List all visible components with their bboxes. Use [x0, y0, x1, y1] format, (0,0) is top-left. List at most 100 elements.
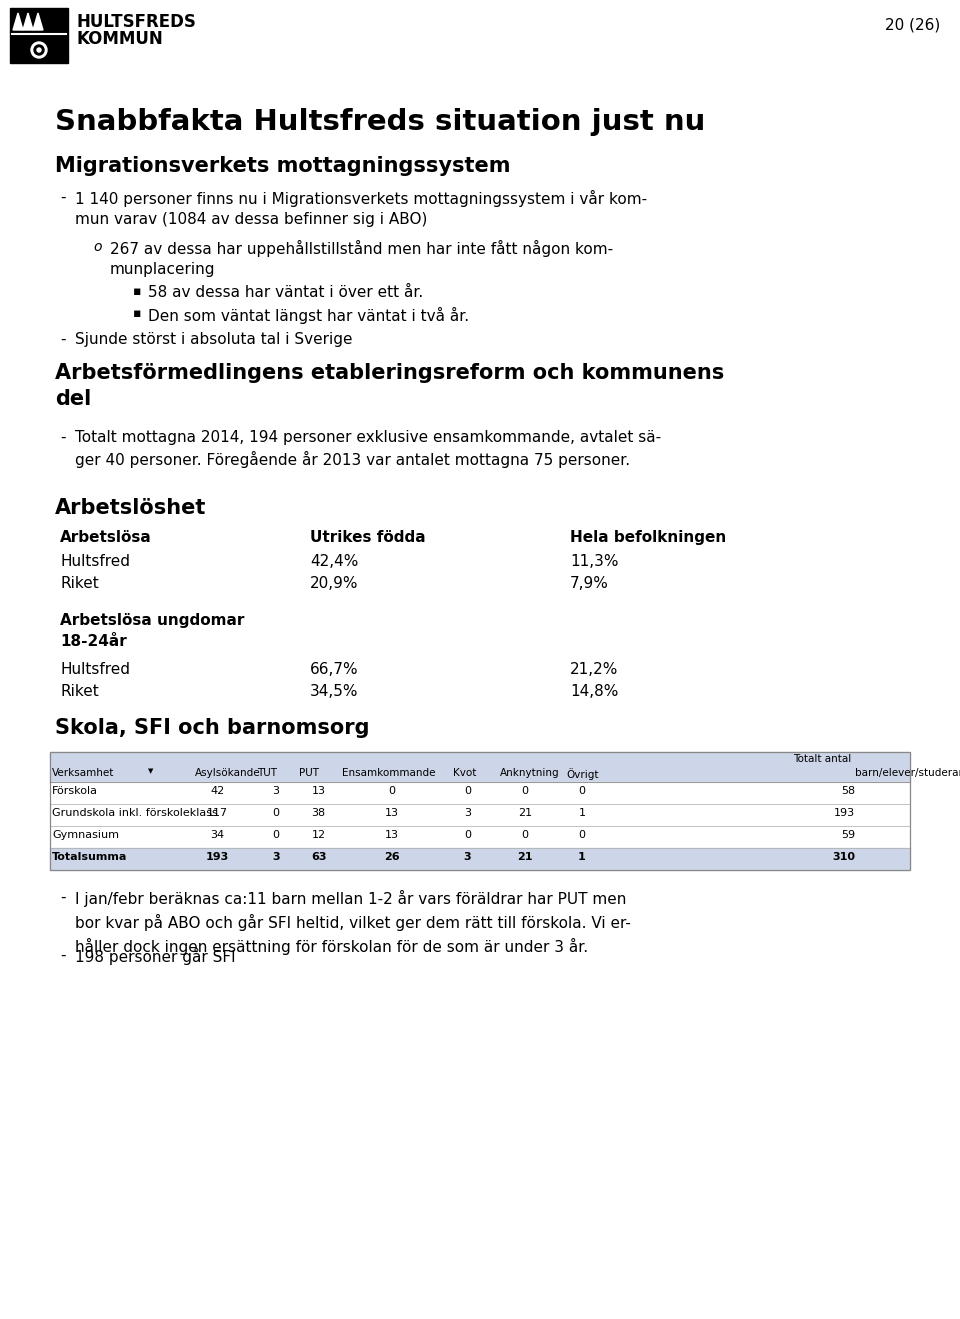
Text: Arbetslöshet: Arbetslöshet	[55, 499, 206, 518]
Text: KOMMUN: KOMMUN	[76, 30, 163, 47]
Text: Riket: Riket	[60, 685, 99, 699]
Text: Ensamkommande: Ensamkommande	[342, 768, 436, 778]
Text: 3: 3	[273, 786, 279, 795]
Text: 0: 0	[388, 786, 395, 795]
Text: 34,5%: 34,5%	[310, 685, 358, 699]
Text: 21: 21	[517, 852, 533, 863]
Text: 267 av dessa har uppehållstillstånd men har inte fått någon kom-
munplacering: 267 av dessa har uppehållstillstånd men …	[110, 240, 613, 277]
Polygon shape	[23, 13, 33, 30]
Text: o: o	[93, 240, 102, 255]
Text: 117: 117	[207, 809, 228, 818]
Text: Hela befolkningen: Hela befolkningen	[570, 530, 727, 545]
Text: 59: 59	[841, 830, 855, 840]
Circle shape	[34, 45, 44, 55]
Text: Arbetslösa: Arbetslösa	[60, 530, 152, 545]
Text: 20 (26): 20 (26)	[885, 18, 940, 33]
Text: 1: 1	[579, 809, 586, 818]
Text: 193: 193	[205, 852, 229, 863]
Text: 12: 12	[311, 830, 325, 840]
Text: 7,9%: 7,9%	[570, 576, 609, 591]
Text: 20,9%: 20,9%	[310, 576, 358, 591]
Text: 3: 3	[464, 809, 471, 818]
Text: barn/elever/studerande: barn/elever/studerande	[855, 768, 960, 778]
Text: Riket: Riket	[60, 576, 99, 591]
Text: 58: 58	[841, 786, 855, 795]
Text: Totalt antal: Totalt antal	[793, 754, 852, 764]
Text: 34: 34	[210, 830, 225, 840]
Text: Totalsumma: Totalsumma	[52, 852, 128, 863]
Text: Anknytning: Anknytning	[500, 768, 560, 778]
Text: 0: 0	[521, 786, 529, 795]
Text: Arbetsförmedlingens etableringsreform och kommunens: Arbetsförmedlingens etableringsreform oc…	[55, 363, 724, 383]
Text: ▼: ▼	[148, 768, 154, 774]
Text: -: -	[60, 430, 65, 445]
Text: 13: 13	[385, 830, 398, 840]
Text: Hultsfred: Hultsfred	[60, 662, 130, 677]
Text: Sjunde störst i absoluta tal i Sverige: Sjunde störst i absoluta tal i Sverige	[75, 332, 352, 347]
Text: 14,8%: 14,8%	[570, 685, 618, 699]
Text: -: -	[60, 190, 65, 204]
Text: 21: 21	[518, 809, 532, 818]
Text: 1 140 personer finns nu i Migrationsverkets mottagningssystem i vår kom-
mun var: 1 140 personer finns nu i Migrationsverk…	[75, 190, 647, 227]
Text: Totalt mottagna 2014, 194 personer exklusive ensamkommande, avtalet sä-
ger 40 p: Totalt mottagna 2014, 194 personer exklu…	[75, 430, 661, 468]
Text: Skola, SFI och barnomsorg: Skola, SFI och barnomsorg	[55, 718, 370, 739]
Text: 58 av dessa har väntat i över ett år.: 58 av dessa har väntat i över ett år.	[148, 285, 423, 299]
Circle shape	[31, 42, 47, 58]
Text: Snabbfakta Hultsfreds situation just nu: Snabbfakta Hultsfreds situation just nu	[55, 108, 706, 136]
Text: 0: 0	[579, 786, 586, 795]
Bar	[10, 8, 68, 63]
Text: 21,2%: 21,2%	[570, 662, 618, 677]
Text: -: -	[60, 332, 65, 347]
Polygon shape	[33, 13, 43, 30]
Text: Hultsfred: Hultsfred	[60, 554, 130, 568]
Text: Migrationsverkets mottagningssystem: Migrationsverkets mottagningssystem	[55, 156, 511, 175]
Text: Utrikes födda: Utrikes födda	[310, 530, 425, 545]
Text: 0: 0	[464, 786, 471, 795]
Text: Förskola: Förskola	[52, 786, 98, 795]
Text: ▪: ▪	[133, 307, 141, 321]
Text: 3: 3	[464, 852, 471, 863]
Text: Asylsökande: Asylsökande	[195, 768, 260, 778]
Bar	[50, 848, 910, 871]
Text: I jan/febr beräknas ca:11 barn mellan 1-2 år vars föräldrar har PUT men
bor kvar: I jan/febr beräknas ca:11 barn mellan 1-…	[75, 890, 631, 955]
Text: -: -	[60, 948, 65, 963]
Text: 13: 13	[311, 786, 325, 795]
Circle shape	[37, 47, 41, 51]
Bar	[50, 826, 910, 848]
Text: 310: 310	[832, 852, 855, 863]
Text: 193: 193	[834, 809, 855, 818]
Text: Kvot: Kvot	[453, 768, 476, 778]
Text: 42: 42	[210, 786, 225, 795]
Text: 26: 26	[384, 852, 399, 863]
Text: 198 personer går SFI: 198 personer går SFI	[75, 948, 235, 966]
Text: Den som väntat längst har väntat i två år.: Den som väntat längst har väntat i två å…	[148, 307, 469, 324]
Text: PUT: PUT	[299, 768, 319, 778]
Polygon shape	[13, 13, 23, 30]
Text: 11,3%: 11,3%	[570, 554, 618, 568]
Text: HULTSFREDS: HULTSFREDS	[76, 13, 196, 32]
Bar	[50, 805, 910, 826]
Text: del: del	[55, 389, 91, 409]
Text: Grundskola inkl. förskoleklass: Grundskola inkl. förskoleklass	[52, 809, 218, 818]
Bar	[50, 782, 910, 805]
Text: 13: 13	[385, 809, 398, 818]
Text: Arbetslösa ungdomar: Arbetslösa ungdomar	[60, 613, 245, 628]
Bar	[50, 752, 910, 782]
Text: Gymnasium: Gymnasium	[52, 830, 119, 840]
Text: Verksamhet: Verksamhet	[52, 768, 114, 778]
Text: 38: 38	[311, 809, 325, 818]
Text: 0: 0	[579, 830, 586, 840]
Text: -: -	[60, 890, 65, 905]
Text: 63: 63	[311, 852, 326, 863]
Text: 0: 0	[521, 830, 529, 840]
Text: 0: 0	[464, 830, 471, 840]
Text: 0: 0	[273, 830, 279, 840]
Text: 18-24år: 18-24år	[60, 634, 127, 649]
Text: 66,7%: 66,7%	[310, 662, 359, 677]
Text: ▪: ▪	[133, 285, 141, 298]
Text: 3: 3	[273, 852, 279, 863]
Text: 42,4%: 42,4%	[310, 554, 358, 568]
Text: 1: 1	[578, 852, 586, 863]
Text: Övrigt: Övrigt	[566, 768, 598, 780]
Text: 0: 0	[273, 809, 279, 818]
